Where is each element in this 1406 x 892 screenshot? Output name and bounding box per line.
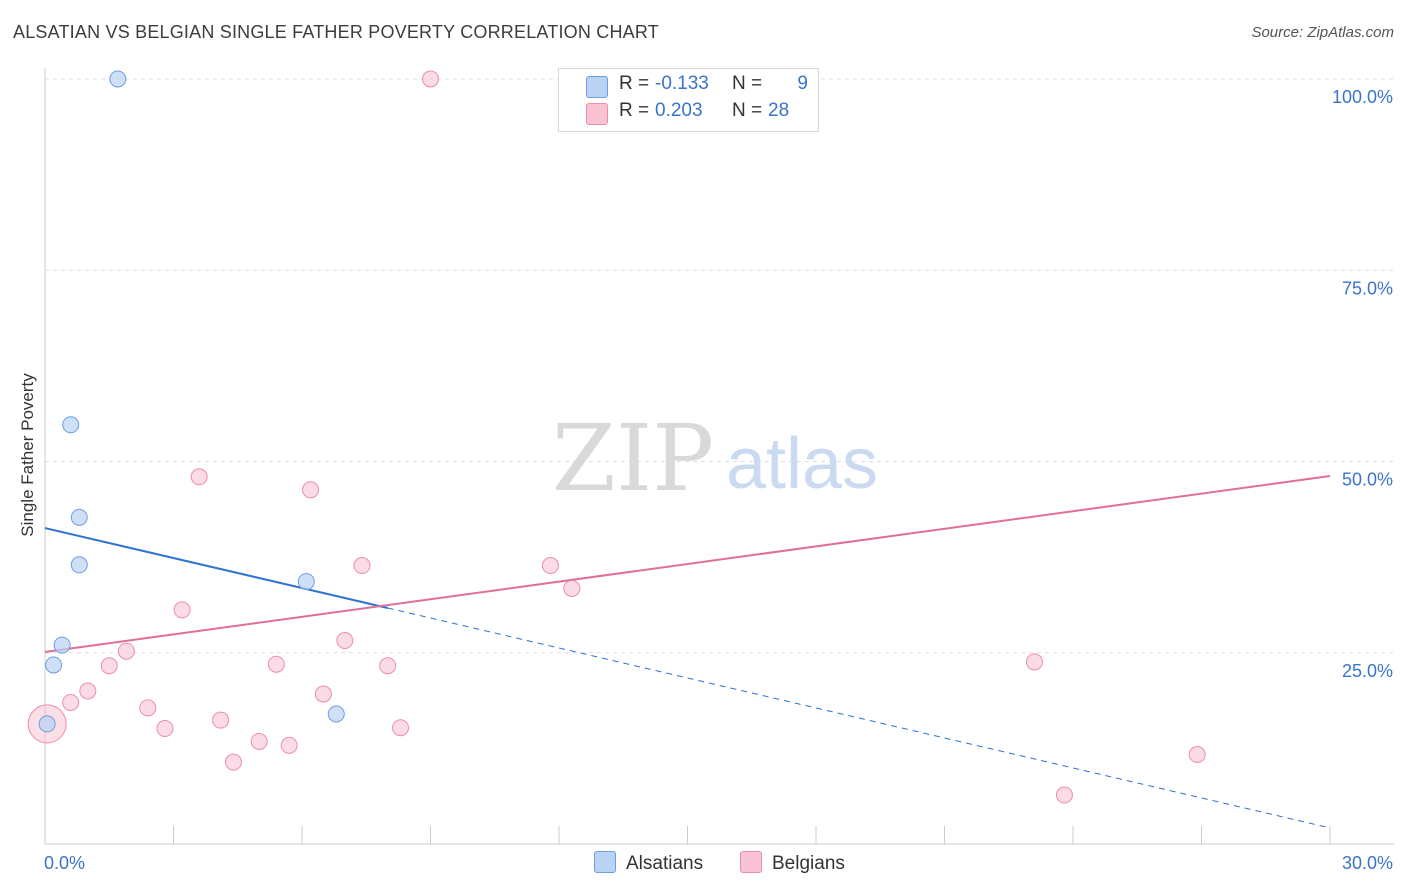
belgian-point xyxy=(190,468,208,486)
r-label: R = xyxy=(619,73,650,94)
belgian-point xyxy=(62,693,80,711)
belgian-point xyxy=(280,736,298,754)
n-value: 9 xyxy=(797,73,808,94)
y-tick-label: 100.0% xyxy=(1332,87,1393,107)
trend-lines xyxy=(44,475,1331,829)
belgian-point xyxy=(1025,653,1043,671)
r-value: -0.133 xyxy=(655,73,709,94)
x-tick-label: 30.0% xyxy=(1342,853,1393,873)
belgian-point xyxy=(212,711,230,729)
n-label: N = xyxy=(732,73,763,94)
source-label: Source: ZipAtlas.com xyxy=(1251,24,1394,41)
correlation-legend: R = -0.133 N = 9 R = 0.203 N = 28 xyxy=(558,68,819,132)
belgian-point xyxy=(156,719,174,737)
legend-row-belgians: R = 0.203 N = 28 xyxy=(559,100,818,126)
r-label: R = xyxy=(619,100,650,121)
belgian-swatch xyxy=(586,103,608,125)
watermark-atlas: atlas xyxy=(726,424,878,504)
belgian-point xyxy=(392,719,410,737)
belgian-point xyxy=(353,557,371,575)
alsatian-point xyxy=(327,705,345,723)
belgian-point xyxy=(267,655,285,673)
n-value: 28 xyxy=(768,100,790,121)
watermark-zip: ZIP xyxy=(552,405,714,512)
alsatian-point xyxy=(62,416,80,434)
belgian-point xyxy=(224,753,242,771)
legend-label-alsatians: Alsatians xyxy=(626,853,704,874)
y-tick-label: 50.0% xyxy=(1342,470,1393,490)
alsatian-point xyxy=(38,715,56,733)
belgian-point xyxy=(250,732,268,750)
r-value: 0.203 xyxy=(655,100,703,121)
watermark: ZIP atlas xyxy=(552,405,878,512)
alsatian-point xyxy=(297,573,315,591)
n-label: N = xyxy=(732,100,763,121)
belgian-point xyxy=(117,642,135,660)
alsatian-point xyxy=(45,656,63,674)
alsatian-legend-swatch xyxy=(594,851,616,873)
alsatian-trend-dashed xyxy=(387,607,1331,829)
alsatian-point xyxy=(109,70,127,88)
belgian-point xyxy=(379,657,397,675)
belgian-point xyxy=(100,657,118,675)
belgian-point xyxy=(563,579,581,597)
belgian-legend-swatch xyxy=(740,851,762,873)
alsatian-point xyxy=(70,556,88,574)
chart-title: ALSATIAN VS BELGIAN SINGLE FATHER POVERT… xyxy=(13,22,659,42)
belgian-point xyxy=(541,557,559,575)
belgian-point xyxy=(139,699,157,717)
axes xyxy=(44,68,1394,845)
belgian-point xyxy=(422,70,439,88)
alsatian-swatch xyxy=(586,76,608,98)
grid-lines xyxy=(45,78,1394,654)
alsatian-point xyxy=(53,636,71,654)
legend-item-belgians: Belgians xyxy=(740,851,845,875)
tick-labels: 100.0% 75.0% 50.0% 25.0% 0.0% 30.0% xyxy=(44,87,1393,873)
belgian-point xyxy=(336,632,354,650)
legend-row-alsatians: R = -0.133 N = 9 xyxy=(559,73,818,99)
y-tick-label: 25.0% xyxy=(1342,661,1393,681)
y-tick-label: 75.0% xyxy=(1342,278,1393,298)
x-tick-label: 0.0% xyxy=(44,853,85,873)
y-axis-label: Single Father Poverty xyxy=(18,373,37,537)
legend-label-belgians: Belgians xyxy=(772,853,845,874)
belgian-point xyxy=(314,685,332,703)
belgian-trend xyxy=(44,475,1331,653)
alsatian-trend-solid xyxy=(44,527,388,609)
belgian-point xyxy=(173,601,191,619)
belgian-point xyxy=(302,481,320,499)
legend-item-alsatians: Alsatians xyxy=(594,851,703,875)
belgian-point xyxy=(1055,786,1073,804)
belgian-point xyxy=(79,682,97,700)
belgian-point xyxy=(1188,745,1206,763)
alsatian-point xyxy=(70,508,88,526)
